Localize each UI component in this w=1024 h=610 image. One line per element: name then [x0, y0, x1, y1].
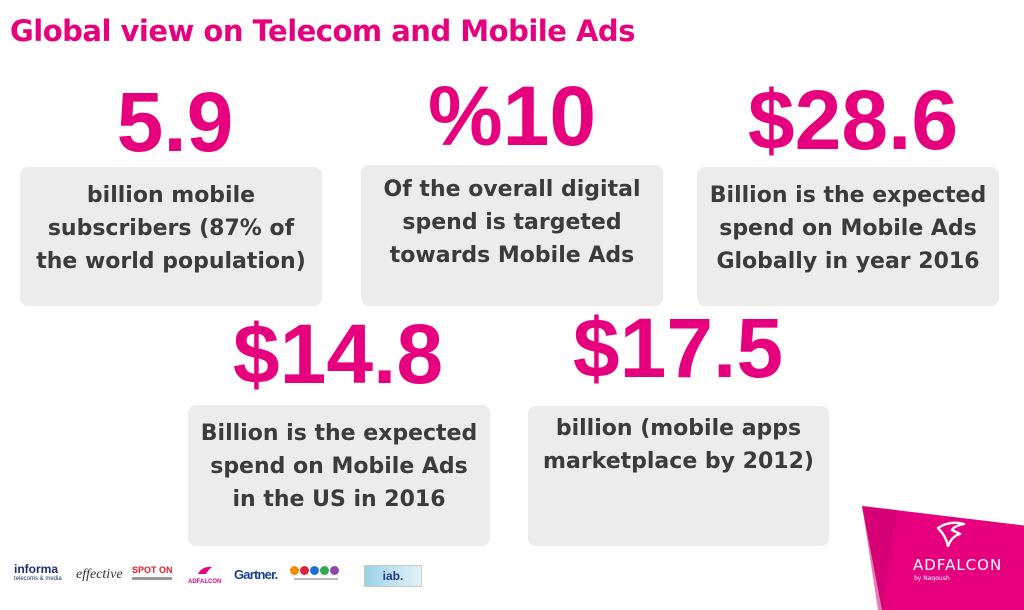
stat-card-us-spend: Billion is the expected spend on Mobile …: [188, 405, 490, 546]
stat-description-subscribers: billion mobile subscribers (87% of the w…: [36, 183, 306, 274]
badge-red-icon: [300, 566, 309, 575]
stat-card-apps-marketplace: billion (mobile apps marketplace by 2012…: [528, 406, 829, 546]
page-title: Global view on Telecom and Mobile Ads: [10, 14, 635, 48]
spot-on-logo: SPOT ON: [132, 565, 173, 580]
iab-logo: iab.: [364, 565, 422, 587]
adfalcon-small-logo-text: ADFALCON: [188, 579, 222, 585]
stat-value-subscribers: 5.9: [116, 75, 234, 169]
stat-value-global-spend: $28.6: [747, 73, 959, 167]
badge-blue-icon: [310, 566, 319, 575]
stat-description-us-spend: Billion is the expected spend on Mobile …: [200, 421, 478, 512]
stat-description-apps-marketplace: billion (mobile apps marketplace by 2012…: [543, 416, 814, 474]
spot-on-logo-bar: [132, 577, 172, 580]
badge-underline: [294, 578, 338, 580]
stat-value-digital-share: %10: [427, 69, 597, 163]
gartner-logo: Gartner.: [234, 567, 278, 582]
badge-orange-icon: [290, 566, 299, 575]
stat-description-global-spend: Billion is the expected spend on Mobile …: [709, 183, 987, 274]
badge-purple-icon: [330, 566, 339, 575]
stat-card-digital-share: Of the overall digital spend is targeted…: [361, 165, 663, 306]
brand-tagline: by Naqoush: [914, 575, 950, 582]
informa-logo-subtext: telecoms & media: [14, 576, 62, 582]
informa-logo: informa telecoms & media: [14, 563, 62, 583]
adfalcon-small-logo: ADFALCON: [188, 563, 221, 585]
spot-on-logo-text: SPOT ON: [132, 565, 173, 575]
falcon-icon: [936, 521, 966, 548]
informa-logo-text: informa: [14, 562, 59, 576]
stat-value-us-spend: $14.8: [232, 307, 444, 401]
brand-name: ADFALCON: [913, 556, 1003, 574]
adfalcon-small-icon: [197, 566, 212, 574]
stat-description-digital-share: Of the overall digital spend is targeted…: [383, 177, 641, 268]
stat-card-global-spend: Billion is the expected spend on Mobile …: [697, 167, 999, 306]
badge-green-icon: [320, 566, 329, 575]
iab-logo-text: iab.: [382, 569, 404, 583]
colorful-badges-logo: [290, 566, 348, 584]
adfalcon-brand-corner: ADFALCON by Naqoush: [858, 500, 1024, 610]
stat-value-apps-marketplace: $17.5: [572, 301, 784, 395]
effective-logo: effective: [76, 567, 123, 582]
stat-card-subscribers: billion mobile subscribers (87% of the w…: [20, 167, 322, 306]
brand-corner-shape: [862, 506, 1024, 610]
